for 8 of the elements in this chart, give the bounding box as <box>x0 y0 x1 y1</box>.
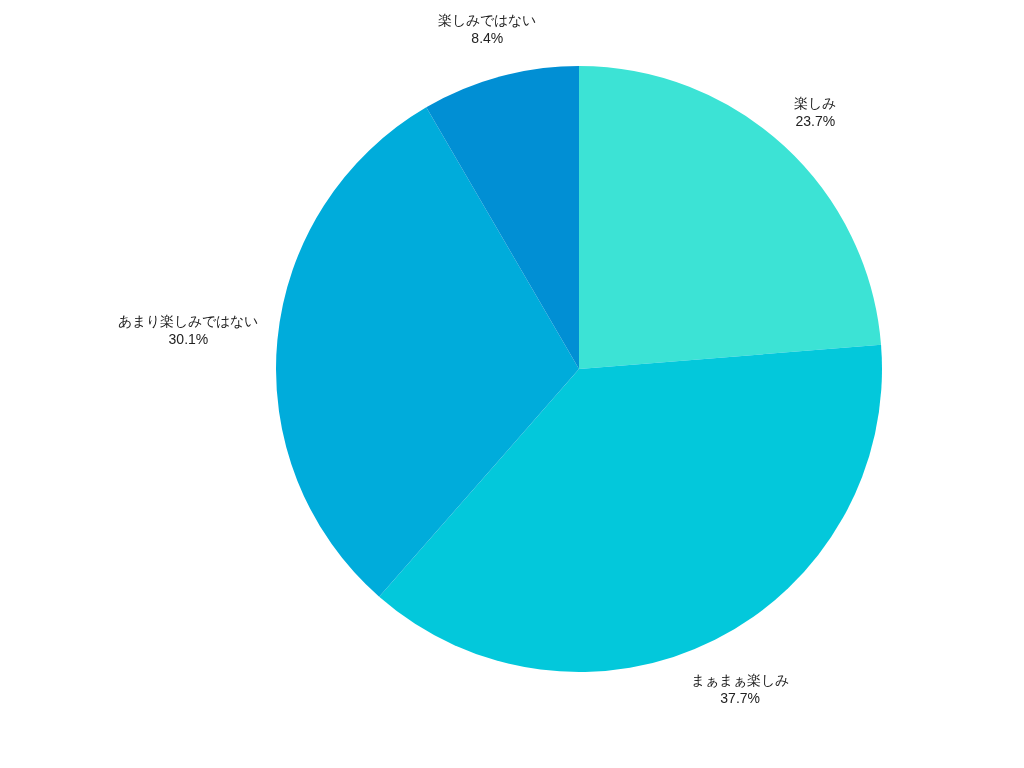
slice-label: まぁまぁ楽しみ <box>691 671 790 688</box>
slice-label: 楽しみではない <box>438 11 537 28</box>
data-label: 37.7% <box>720 689 760 706</box>
data-label: 30.1% <box>168 331 209 348</box>
data-label: 23.7% <box>795 112 836 129</box>
data-label: 8.4% <box>471 29 504 46</box>
slice-label: 楽しみ <box>794 94 837 111</box>
slice-label: あまり楽しみではない <box>118 313 259 330</box>
